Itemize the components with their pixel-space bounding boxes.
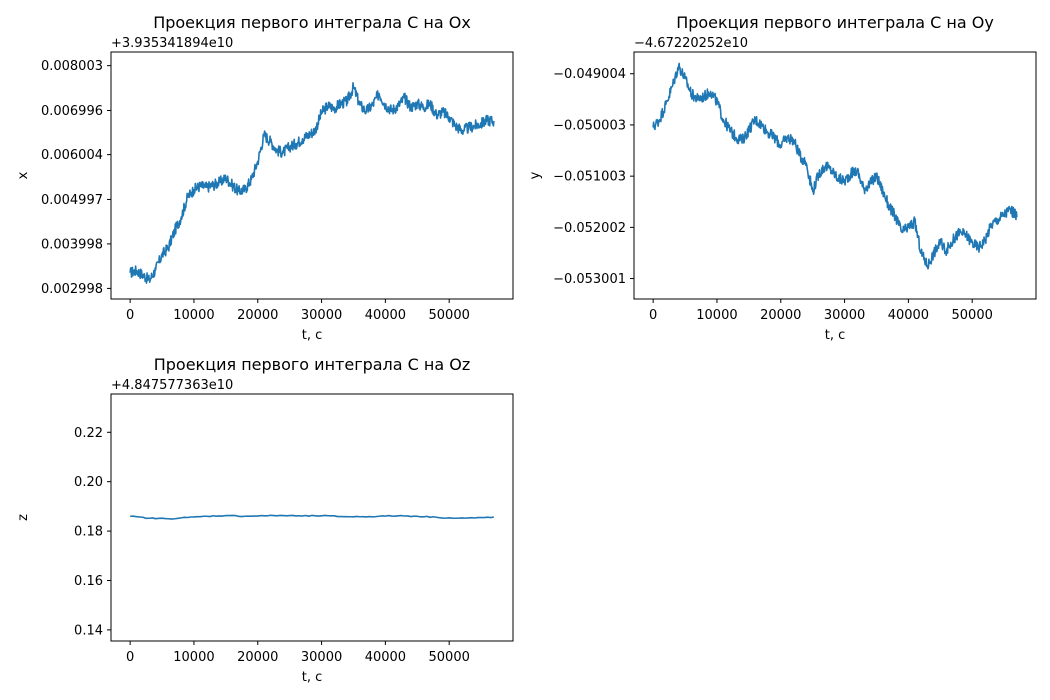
x-tick-label: 50000 <box>429 308 470 323</box>
y-tick-label: 0.008003 <box>41 59 103 74</box>
x-tick-label: 40000 <box>365 308 406 323</box>
y-offset-text: +4.847577363e10 <box>111 378 233 393</box>
axes-frame-oy <box>633 51 1037 300</box>
y-tick-label: −0.049004 <box>553 67 626 82</box>
y-tick-label: 0.22 <box>74 426 103 441</box>
chart-oz: 0 10000 20000 30000 40000 50000 0.14 0.16 0.18 0.… <box>16 355 514 685</box>
y-tick-label: 0.006004 <box>41 148 103 163</box>
series-line-ox <box>129 82 495 284</box>
y-tick-label: 0.16 <box>74 574 103 589</box>
x-tick-label: 10000 <box>696 308 737 323</box>
x-tick-label: 10000 <box>173 650 214 665</box>
y-tick-label: 0.006996 <box>41 104 103 119</box>
x-axis-label: t, c <box>302 670 323 685</box>
chart-ox: 0 10000 20000 30000 40000 50000 0.002998 0.0039… <box>16 13 514 343</box>
chart-title: Проекция первого интеграла C на Oz <box>154 355 471 374</box>
y-tick-label: 0.14 <box>74 623 103 638</box>
x-tick-label: 10000 <box>173 308 214 323</box>
y-axis-label: y <box>528 171 543 179</box>
series-line-oy <box>652 62 1018 270</box>
chart-oy: 0 10000 20000 30000 40000 50000 −0.053001 −0.05… <box>528 13 1037 343</box>
x-tick-label: 30000 <box>824 308 865 323</box>
y-offset-text: +3.935341894e10 <box>111 36 233 51</box>
y-tick-label: −0.051003 <box>553 170 626 185</box>
chart-title: Проекция первого интеграла C на Ox <box>153 13 471 32</box>
chart-title: Проекция первого интеграла C на Oy <box>676 13 994 32</box>
axes-frame-oz <box>110 393 514 642</box>
y-offset-text: −4.67220252e10 <box>634 36 748 51</box>
x-tick-label: 0 <box>126 650 134 665</box>
x-tick-label: 0 <box>649 308 657 323</box>
x-axis-label: t, c <box>302 328 323 343</box>
x-tick-label: 20000 <box>237 650 278 665</box>
x-tick-label: 40000 <box>888 308 929 323</box>
x-tick-label: 50000 <box>952 308 993 323</box>
x-tick-label: 30000 <box>301 650 342 665</box>
y-axis-label: x <box>16 171 31 179</box>
y-tick-label: 0.004997 <box>41 193 103 208</box>
x-axis-label: t, c <box>825 328 846 343</box>
y-tick-label: 0.18 <box>74 525 103 540</box>
y-tick-label: −0.052002 <box>553 221 626 236</box>
y-tick-label: −0.053001 <box>553 272 626 287</box>
series-line-oz <box>130 514 494 520</box>
x-tick-label: 50000 <box>429 650 470 665</box>
y-tick-label: 0.002998 <box>41 282 103 297</box>
y-tick-label: 0.20 <box>74 475 103 490</box>
axes-frame-ox <box>110 51 514 300</box>
x-tick-label: 20000 <box>237 308 278 323</box>
y-axis-label: z <box>16 514 31 521</box>
x-tick-label: 0 <box>126 308 134 323</box>
y-tick-label: 0.003998 <box>41 237 103 252</box>
x-tick-label: 30000 <box>301 308 342 323</box>
y-tick-label: −0.050003 <box>553 118 626 133</box>
x-tick-label: 40000 <box>365 650 406 665</box>
x-tick-label: 20000 <box>760 308 801 323</box>
